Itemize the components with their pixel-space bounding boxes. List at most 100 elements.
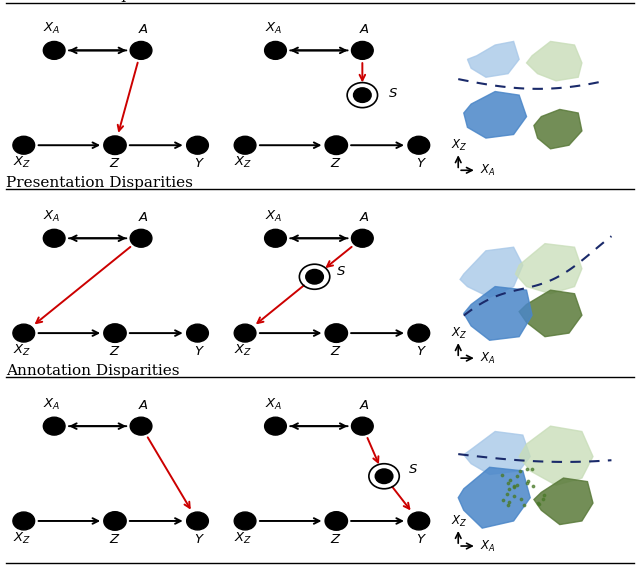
Point (498, 495, 508, 504)
Point (504, 498, 514, 507)
Point (515, 466, 525, 475)
Text: $X_A$: $X_A$ (44, 397, 61, 412)
Point (502, 500, 513, 509)
Text: $Y$: $Y$ (415, 157, 426, 170)
Circle shape (351, 229, 373, 247)
Circle shape (234, 136, 256, 154)
Circle shape (130, 229, 152, 247)
Circle shape (104, 324, 126, 342)
Circle shape (306, 269, 323, 284)
Point (509, 482, 519, 491)
Polygon shape (467, 41, 519, 77)
Circle shape (354, 88, 371, 102)
Circle shape (264, 229, 286, 247)
Text: $Z$: $Z$ (109, 157, 121, 170)
Text: $Z$: $Z$ (330, 157, 342, 170)
Text: $X_Z$: $X_Z$ (451, 138, 467, 153)
Point (509, 483, 519, 492)
Text: $S$: $S$ (336, 265, 346, 278)
Text: $X_Z$: $X_Z$ (451, 513, 467, 529)
Point (508, 492, 518, 501)
Text: $A$: $A$ (138, 399, 148, 412)
Text: $X_A$: $X_A$ (481, 163, 496, 178)
Text: $Y$: $Y$ (194, 533, 205, 546)
Text: $X_A$: $X_A$ (44, 21, 61, 36)
Point (522, 465, 532, 474)
Point (534, 500, 544, 509)
Polygon shape (460, 247, 523, 297)
Point (538, 490, 548, 499)
Point (504, 485, 514, 494)
Point (512, 481, 522, 490)
Circle shape (44, 417, 65, 435)
Circle shape (234, 324, 256, 342)
Text: $Z$: $Z$ (330, 345, 342, 358)
Polygon shape (519, 290, 582, 337)
Text: $X_Z$: $X_Z$ (13, 155, 31, 170)
Text: $X_Z$: $X_Z$ (234, 155, 252, 170)
Circle shape (325, 512, 347, 530)
Polygon shape (534, 109, 582, 149)
Circle shape (130, 41, 152, 59)
Text: $X_Z$: $X_Z$ (13, 343, 31, 358)
Circle shape (13, 136, 35, 154)
Text: $X_A$: $X_A$ (264, 209, 282, 224)
Point (497, 470, 507, 479)
Point (505, 475, 515, 484)
Circle shape (234, 512, 256, 530)
Text: $Y$: $Y$ (194, 345, 205, 358)
Text: $X_A$: $X_A$ (264, 21, 282, 36)
Text: $X_Z$: $X_Z$ (13, 531, 31, 546)
Text: $Y$: $Y$ (415, 345, 426, 358)
Text: $Z$: $Z$ (330, 533, 342, 546)
Text: Presentation Disparities: Presentation Disparities (6, 176, 193, 190)
Polygon shape (458, 468, 530, 528)
Polygon shape (527, 41, 582, 81)
Text: $X_A$: $X_A$ (264, 397, 282, 412)
Point (519, 501, 529, 510)
Circle shape (376, 469, 393, 483)
Text: $A$: $A$ (138, 211, 148, 224)
Text: $A$: $A$ (138, 23, 148, 36)
Point (522, 479, 532, 488)
Text: $X_Z$: $X_Z$ (234, 343, 252, 358)
Point (512, 471, 522, 481)
Text: $X_A$: $X_A$ (481, 351, 496, 366)
Point (523, 476, 533, 485)
Circle shape (104, 512, 126, 530)
Point (502, 490, 512, 499)
Text: $Y$: $Y$ (194, 157, 205, 170)
Text: $Z$: $Z$ (109, 533, 121, 546)
Circle shape (325, 136, 347, 154)
Polygon shape (534, 478, 593, 525)
Polygon shape (515, 243, 582, 294)
Circle shape (408, 512, 429, 530)
Circle shape (325, 324, 347, 342)
Text: Annotation Disparities: Annotation Disparities (6, 364, 180, 378)
Point (516, 495, 526, 504)
Circle shape (44, 229, 65, 247)
Text: $A$: $A$ (359, 399, 370, 412)
Circle shape (13, 512, 35, 530)
Text: Prevalence Disparities: Prevalence Disparities (6, 0, 180, 2)
Point (528, 482, 538, 491)
Circle shape (408, 324, 429, 342)
Text: $X_Z$: $X_Z$ (451, 325, 467, 341)
Text: $S$: $S$ (408, 462, 418, 475)
Circle shape (13, 324, 35, 342)
Circle shape (264, 41, 286, 59)
Text: $A$: $A$ (359, 211, 370, 224)
Point (532, 498, 543, 507)
Circle shape (187, 136, 209, 154)
Text: $Y$: $Y$ (415, 533, 426, 546)
Circle shape (44, 41, 65, 59)
Circle shape (130, 417, 152, 435)
Text: $X_Z$: $X_Z$ (234, 531, 252, 546)
Circle shape (264, 417, 286, 435)
Polygon shape (519, 426, 593, 485)
Circle shape (187, 324, 209, 342)
Point (538, 494, 548, 503)
Circle shape (351, 417, 373, 435)
Circle shape (351, 41, 373, 59)
Circle shape (187, 512, 209, 530)
